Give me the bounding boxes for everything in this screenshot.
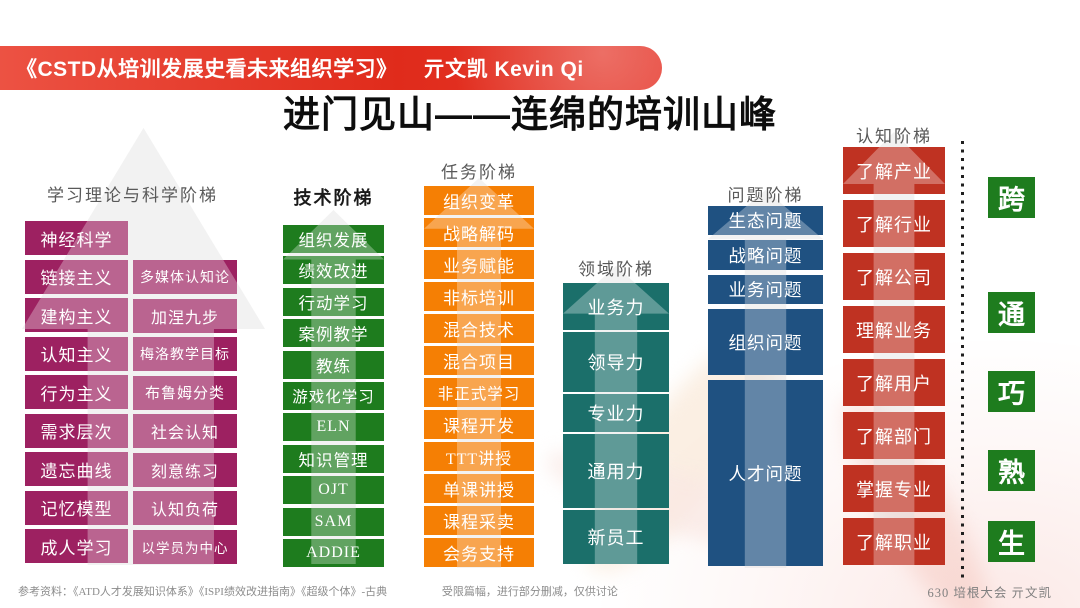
mastery-level-box: 熟 — [988, 450, 1035, 491]
cognition-ladder-header: 认知阶梯 — [856, 127, 932, 146]
cognition-item: 掌握专业 — [843, 465, 945, 512]
mastery-level-box: 生 — [988, 521, 1035, 562]
task-ladder-column: 组织变革 战略解码 业务赋能 非标培训 混合技术 混合项目 非正式学习 课程开发… — [424, 186, 534, 567]
cognition-ladder-column: 了解产业 了解行业 了解公司 理解业务 了解用户 了解部门 掌握专业 了解职业 — [843, 147, 945, 565]
cognition-item: 了解部门 — [843, 412, 945, 459]
tech-item: 游戏化学习 — [283, 381, 384, 410]
domain-item: 专业力 — [563, 394, 669, 432]
theory-item: 需求层次 — [25, 413, 128, 448]
theory-item: 多媒体认知论 — [133, 260, 237, 294]
problem-item: 业务问题 — [708, 275, 823, 304]
task-item: 非标培训 — [424, 282, 534, 311]
theory-item: 记忆模型 — [25, 490, 128, 525]
tech-item: SAM — [283, 507, 384, 536]
mastery-level-box: 通 — [988, 292, 1035, 333]
theory-item: 布鲁姆分类 — [133, 375, 237, 410]
cognition-item: 了解产业 — [843, 147, 945, 194]
task-item: 战略解码 — [424, 218, 534, 247]
theory-item: 认知负荷 — [133, 491, 237, 525]
tech-item: 教练 — [283, 350, 384, 379]
tech-item: 知识管理 — [283, 444, 384, 473]
tech-item: 绩效改进 — [283, 256, 384, 285]
footer-event-credit: 630 培根大会 亓文凯 — [927, 586, 1052, 600]
tech-item: 行动学习 — [283, 287, 384, 316]
theory-item: 刻意练习 — [133, 452, 237, 487]
theory-item: 社会认知 — [133, 414, 237, 448]
tech-item: ELN — [283, 413, 384, 442]
theory-item: 以学员为中心 — [133, 529, 237, 564]
problem-item: 生态问题 — [708, 206, 823, 235]
task-item: TTT讲授 — [424, 442, 534, 471]
tech-item: OJT — [283, 476, 384, 505]
theory-item: 神经科学 — [25, 221, 128, 255]
domain-item: 新员工 — [563, 510, 669, 564]
presentation-title: 《CSTD从培训发展史看未来组织学习》 — [16, 58, 398, 81]
theory-ladder-header: 学习理论与科学阶梯 — [47, 186, 218, 205]
title-banner: 《CSTD从培训发展史看未来组织学习》 亓文凯 Kevin Qi — [0, 46, 662, 90]
tech-item: 案例教学 — [283, 319, 384, 348]
theory-item: 链接主义 — [25, 259, 128, 294]
domain-item: 通用力 — [563, 434, 669, 508]
domain-item: 业务力 — [563, 283, 669, 330]
footer-references: 参考资料：《ATD人才发展知识体系》《ISPI绩效改进指南》《超级个体》-古典 … — [18, 583, 618, 599]
theory-item: 遗忘曲线 — [25, 452, 128, 486]
problem-item: 战略问题 — [708, 240, 823, 270]
task-item: 业务赋能 — [424, 250, 534, 279]
cognition-item: 了解行业 — [843, 200, 945, 247]
cognition-item: 了解用户 — [843, 359, 945, 406]
task-item: 课程开发 — [424, 410, 534, 439]
task-item: 混合项目 — [424, 346, 534, 375]
cognition-item: 了解职业 — [843, 518, 945, 565]
references-text: 参考资料：《ATD人才发展知识体系》《ISPI绩效改进指南》《超级个体》-古典 — [18, 586, 388, 598]
footer-note: 受限篇幅，进行部分删减，仅供讨论 — [441, 586, 618, 598]
page-title: 进门见山——连绵的培训山峰 — [283, 94, 777, 135]
theory-ladder-right-column: 多媒体认知论 加涅九步 梅洛教学目标 布鲁姆分类 社会认知 刻意练习 认知负荷 … — [133, 260, 237, 564]
cognition-item: 理解业务 — [843, 306, 945, 353]
theory-ladder-left-column: 神经科学 链接主义 建构主义 认知主义 行为主义 需求层次 遗忘曲线 记忆模型 … — [25, 221, 128, 563]
tech-ladder-header: 技术阶梯 — [293, 188, 374, 208]
theory-item: 行为主义 — [25, 375, 128, 409]
problem-item: 组织问题 — [708, 309, 823, 375]
problem-item: 人才问题 — [708, 380, 823, 566]
task-item: 混合技术 — [424, 314, 534, 343]
task-item: 会务支持 — [424, 538, 534, 567]
problem-ladder-header: 问题阶梯 — [727, 186, 804, 205]
domain-item: 领导力 — [563, 332, 669, 392]
domain-ladder-column: 业务力 领导力 专业力 通用力 新员工 — [563, 283, 669, 564]
mastery-level-box: 巧 — [988, 371, 1035, 412]
dotted-divider-line — [961, 141, 964, 578]
problem-ladder-column: 生态问题 战略问题 业务问题 组织问题 人才问题 — [708, 206, 823, 566]
banner-shine-decoration — [364, 46, 662, 90]
theory-item: 梅洛教学目标 — [133, 337, 237, 371]
task-item: 课程采卖 — [424, 506, 534, 535]
task-item: 单课讲授 — [424, 474, 534, 503]
tech-ladder-column: 组织发展 绩效改进 行动学习 案例教学 教练 游戏化学习 ELN 知识管理 OJ… — [283, 225, 384, 567]
task-ladder-header: 任务阶梯 — [441, 163, 517, 182]
tech-item: ADDIE — [283, 538, 384, 567]
task-item: 非正式学习 — [424, 378, 534, 407]
theory-item: 成人学习 — [25, 529, 128, 563]
task-item: 组织变革 — [424, 186, 534, 215]
mastery-level-box: 跨 — [988, 177, 1035, 218]
theory-item: 加涅九步 — [133, 298, 237, 333]
domain-ladder-header: 领域阶梯 — [578, 260, 654, 279]
theory-item: 建构主义 — [25, 298, 128, 332]
tech-item: 组织发展 — [283, 225, 384, 253]
presenter-name: 亓文凯 Kevin Qi — [423, 58, 584, 81]
theory-item: 认知主义 — [25, 336, 128, 371]
cognition-item: 了解公司 — [843, 253, 945, 300]
